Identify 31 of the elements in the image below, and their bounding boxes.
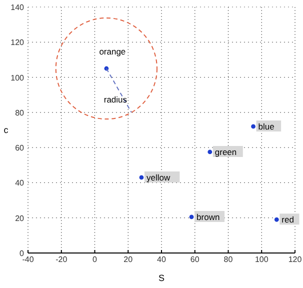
y-tick-label: 140	[10, 3, 25, 12]
y-tick-label: 80	[15, 108, 25, 118]
x-tick-label: -20	[56, 255, 68, 264]
annotation: yellow	[146, 172, 171, 182]
x-tick-label: 80	[224, 255, 234, 264]
annotation: red	[282, 214, 294, 225]
x-tick-label: 120	[288, 255, 302, 264]
x-tick-label: 0	[92, 255, 98, 264]
point	[189, 214, 194, 220]
point	[139, 175, 144, 180]
annotation: blue	[258, 121, 275, 132]
x-tick-label: 60	[190, 255, 200, 264]
point	[208, 150, 212, 154]
point	[274, 217, 279, 222]
x-axis-title: S	[158, 273, 165, 283]
y-tick-label: 100	[10, 73, 25, 82]
x-tick-label: 20	[124, 255, 134, 264]
annotation: orange	[99, 46, 126, 56]
annotation: radius	[104, 94, 128, 104]
x-tick-label: 100	[254, 255, 269, 264]
y-tick-label: 20	[15, 214, 25, 223]
y-tick-label: 0	[20, 249, 25, 258]
y-tick-label: 40	[15, 178, 25, 188]
x-tick-label: 40	[157, 255, 166, 264]
point	[251, 124, 256, 129]
annotation: green	[214, 146, 237, 157]
y-tick-label: 60	[15, 144, 25, 153]
y-axis-title: c	[4, 125, 9, 135]
y-tick-label: 120	[10, 38, 25, 48]
annotation: brown	[196, 212, 220, 222]
x-tick-label: -40	[22, 255, 34, 264]
